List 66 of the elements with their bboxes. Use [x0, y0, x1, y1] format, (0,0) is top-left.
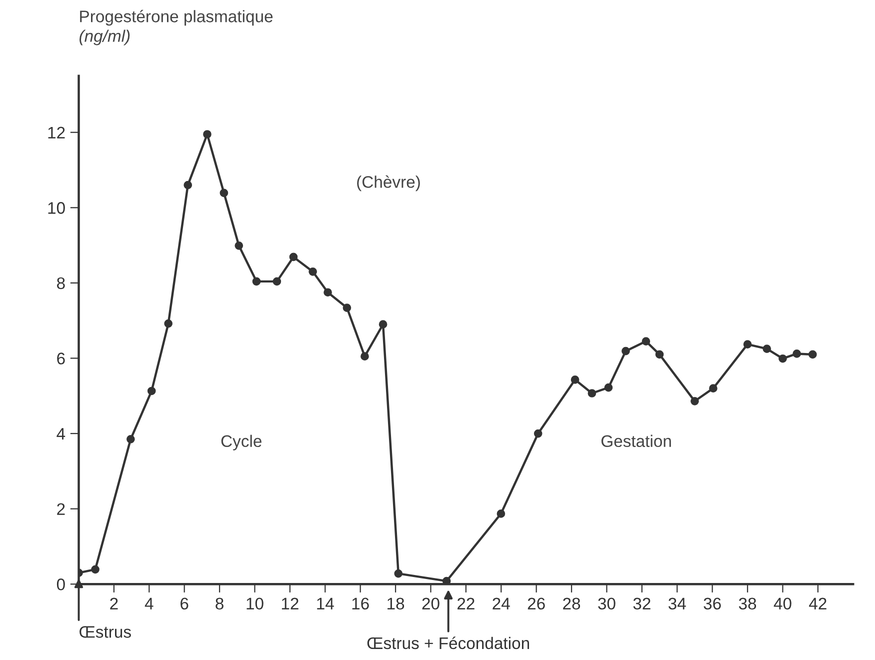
point: [743, 340, 752, 348]
annotation: Œstrus: [80, 626, 131, 638]
x-tick-label: 38: [738, 598, 756, 610]
x-tick-label: 30: [598, 598, 616, 610]
annotation: Gestation: [601, 434, 671, 448]
point: [203, 130, 212, 138]
y-tick-label: 2: [57, 503, 65, 515]
point: [324, 288, 332, 297]
x-tick-label: 4: [144, 598, 154, 610]
point: [496, 510, 506, 518]
point: [394, 569, 403, 578]
x-tick-label: 36: [704, 598, 721, 610]
point: [655, 350, 664, 359]
y-tick-label: 4: [56, 428, 66, 440]
point: [778, 354, 787, 363]
point: [272, 277, 282, 286]
x-tick-label: 22: [458, 598, 474, 610]
point: [808, 350, 817, 359]
point: [289, 252, 298, 262]
point: [184, 180, 192, 190]
point: [91, 565, 100, 574]
x-tick-label: 18: [388, 598, 404, 610]
x-tick-label: 8: [216, 598, 224, 610]
y-axis-title: Progestérone plasmatique (ng/ml): [80, 10, 273, 46]
point: [164, 319, 172, 328]
x-tick-label: 26: [528, 598, 545, 610]
point: [342, 304, 352, 312]
x-tick-label: 40: [774, 598, 792, 610]
point: [604, 383, 613, 392]
point: [360, 352, 369, 361]
y-tick-label: 0: [56, 578, 65, 590]
point: [690, 396, 699, 406]
point: [126, 435, 135, 444]
x-tick-label: 20: [422, 598, 440, 610]
point: [588, 389, 596, 398]
point: [642, 337, 650, 346]
point: [622, 346, 630, 356]
point: [378, 320, 388, 329]
x-tick-label: 34: [668, 598, 686, 610]
y-tick-label: 12: [48, 126, 65, 138]
x-tick-label: 10: [246, 598, 264, 610]
point: [570, 376, 580, 384]
x-tick-label: 42: [809, 598, 826, 610]
x-tick-label: 14: [317, 598, 334, 610]
point: [534, 429, 542, 438]
y-tick-label: 10: [48, 202, 65, 214]
point: [762, 344, 772, 353]
y-tick-label: 8: [57, 277, 65, 290]
x-tick-label: 24: [492, 598, 510, 610]
x-tick-label: 12: [282, 598, 298, 610]
annotation: Cycle: [221, 434, 262, 450]
y-tick-label: 6: [57, 352, 65, 364]
annotation: Œstrus + Fécondation: [367, 636, 530, 650]
x-tick-label: 6: [180, 598, 188, 610]
x-tick-label: 16: [352, 598, 369, 610]
point: [308, 267, 317, 276]
point: [252, 277, 261, 286]
point: [234, 242, 244, 250]
x-tick-label: 2: [110, 598, 118, 610]
point: [792, 350, 801, 358]
annotation: (Chèvre): [357, 175, 420, 192]
point: [147, 386, 156, 396]
point: [709, 384, 718, 393]
point: [220, 188, 228, 198]
x-tick-label: 32: [633, 598, 650, 610]
x-tick-label: 28: [563, 598, 580, 610]
